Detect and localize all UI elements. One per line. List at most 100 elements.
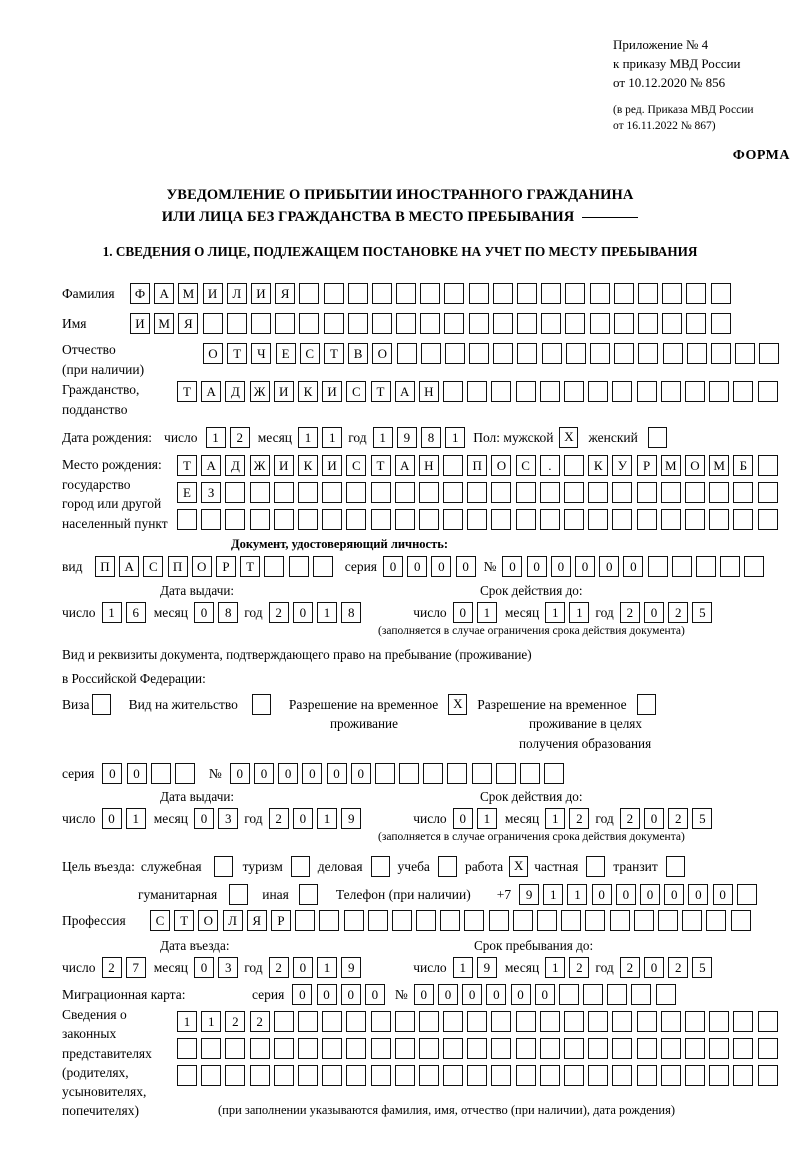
char-box[interactable] [709, 1065, 730, 1086]
sex-male-checkbox[interactable]: X [559, 427, 579, 448]
char-box[interactable] [297, 1065, 318, 1086]
char-box[interactable] [150, 763, 171, 784]
char-box[interactable]: 2 [619, 602, 640, 623]
char-box[interactable]: З [201, 482, 222, 503]
char-box[interactable] [590, 343, 610, 364]
char-box[interactable]: Н [418, 381, 439, 402]
char-box[interactable]: 0 [623, 556, 644, 577]
char-box[interactable] [565, 283, 586, 304]
char-box[interactable] [249, 509, 270, 530]
char-box[interactable] [515, 381, 536, 402]
char-box[interactable] [443, 482, 464, 503]
char-box[interactable]: 2 [569, 957, 590, 978]
char-box[interactable]: 0 [640, 884, 661, 905]
char-box[interactable] [564, 381, 584, 402]
char-box[interactable]: 0 [126, 763, 147, 784]
char-box[interactable] [467, 1065, 488, 1086]
char-box[interactable]: 0 [644, 808, 664, 829]
char-box[interactable] [347, 283, 368, 304]
char-box[interactable]: 3 [218, 957, 239, 978]
char-box[interactable] [564, 455, 584, 476]
char-box[interactable]: 9 [341, 808, 362, 829]
char-box[interactable] [201, 1065, 222, 1086]
char-box[interactable] [588, 1011, 609, 1032]
char-box[interactable] [264, 556, 285, 577]
char-box[interactable] [671, 556, 692, 577]
char-box[interactable] [297, 1011, 318, 1032]
char-box[interactable] [322, 1065, 343, 1086]
char-box[interactable]: Я [246, 910, 267, 931]
char-box[interactable] [488, 910, 509, 931]
char-box[interactable] [564, 1038, 584, 1059]
char-box[interactable]: 0 [302, 763, 323, 784]
char-box[interactable]: И [250, 283, 271, 304]
char-box[interactable]: Я [275, 283, 296, 304]
char-box[interactable]: Ж [249, 455, 270, 476]
char-box[interactable] [660, 1038, 681, 1059]
char-box[interactable]: 2 [668, 957, 689, 978]
char-box[interactable] [367, 910, 388, 931]
char-box[interactable] [757, 455, 778, 476]
char-box[interactable] [444, 283, 465, 304]
char-box[interactable] [249, 1038, 270, 1059]
char-box[interactable]: 9 [341, 957, 362, 978]
char-box[interactable] [322, 509, 343, 530]
char-box[interactable]: 1 [125, 808, 146, 829]
char-box[interactable]: 1 [101, 602, 122, 623]
char-box[interactable]: 2 [619, 957, 640, 978]
option-visa-checkbox[interactable] [91, 694, 111, 715]
char-box[interactable] [637, 313, 658, 334]
char-box[interactable] [491, 381, 512, 402]
char-box[interactable]: 1 [452, 957, 473, 978]
char-box[interactable] [636, 1065, 657, 1086]
char-box[interactable] [297, 509, 318, 530]
char-box[interactable]: А [154, 283, 175, 304]
char-box[interactable]: 0 [101, 808, 122, 829]
char-box[interactable] [612, 509, 633, 530]
char-box[interactable]: Е [275, 343, 296, 364]
char-box[interactable]: 1 [298, 427, 319, 448]
char-box[interactable] [273, 509, 294, 530]
char-box[interactable] [399, 763, 420, 784]
char-box[interactable]: 1 [545, 957, 566, 978]
char-box[interactable] [583, 984, 604, 1005]
purpose-opt8-checkbox[interactable] [229, 884, 249, 905]
char-box[interactable]: М [178, 283, 199, 304]
option-temp-residence-checkbox[interactable]: X [448, 694, 468, 715]
purpose-opt9-checkbox[interactable] [298, 884, 318, 905]
purpose-opt5-checkbox[interactable]: X [509, 856, 529, 877]
char-box[interactable] [710, 313, 731, 334]
char-box[interactable]: К [297, 381, 318, 402]
char-box[interactable]: 1 [317, 808, 337, 829]
purpose-opt7-checkbox[interactable] [665, 856, 685, 877]
char-box[interactable]: 2 [268, 808, 289, 829]
char-box[interactable] [631, 984, 652, 1005]
char-box[interactable] [730, 910, 751, 931]
char-box[interactable] [539, 1038, 560, 1059]
char-box[interactable] [636, 381, 657, 402]
char-box[interactable] [323, 313, 344, 334]
char-box[interactable] [370, 482, 391, 503]
char-box[interactable] [374, 763, 395, 784]
char-box[interactable] [174, 763, 195, 784]
char-box[interactable]: 0 [462, 984, 483, 1005]
char-box[interactable] [423, 763, 444, 784]
char-box[interactable]: 1 [545, 808, 566, 829]
char-box[interactable] [660, 1065, 681, 1086]
char-box[interactable] [612, 1065, 633, 1086]
char-box[interactable] [420, 313, 441, 334]
char-box[interactable]: Ч [251, 343, 272, 364]
char-box[interactable] [418, 509, 439, 530]
char-box[interactable]: 0 [292, 602, 313, 623]
char-box[interactable]: 0 [194, 957, 214, 978]
char-box[interactable]: 3 [218, 808, 239, 829]
char-box[interactable] [322, 1038, 343, 1059]
char-box[interactable]: 0 [534, 984, 555, 1005]
char-box[interactable] [343, 910, 364, 931]
